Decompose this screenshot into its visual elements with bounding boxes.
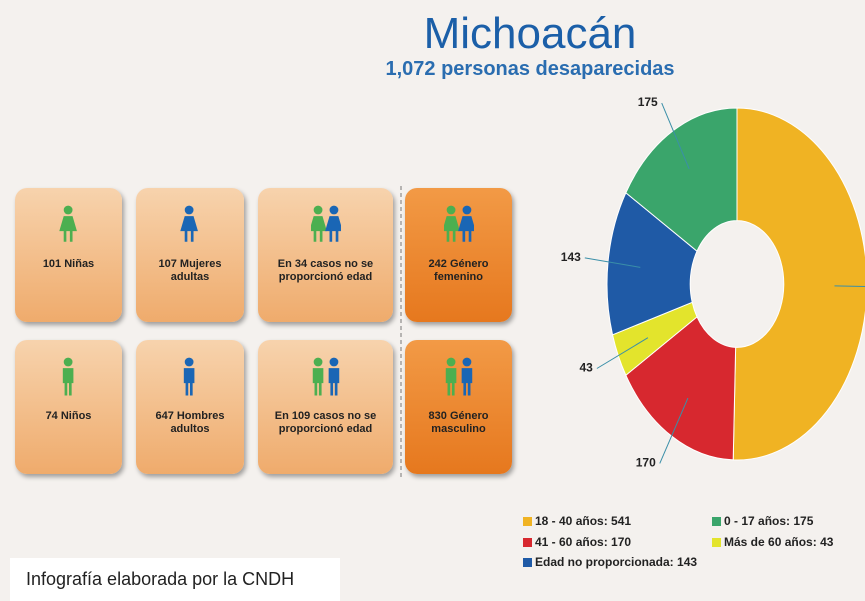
tile: En 109 casos no se proporcionó edad [258,340,393,474]
legend-value: 541 [611,514,631,528]
leader-line [661,102,690,170]
tile-text: 74 Niños [45,410,92,422]
legend-swatch [523,538,532,547]
person-icon [310,205,341,242]
legend-name: 41 - 60 años [535,535,604,549]
leader-line [834,285,865,288]
donut-slice [625,107,738,252]
legend-entry: 0 - 17 años: 175 [724,514,814,528]
donut-slice [625,316,737,461]
person-icon [445,357,472,396]
person-icon [62,357,73,396]
legend-value: 175 [793,514,813,528]
tile: 107 Mujeres adultas [136,188,244,322]
subtitle: 1,072 personas desaparecidas [385,58,675,80]
legend-name: Más de 60 años [724,535,813,549]
tile-text: 830 Género masculino [428,410,489,435]
legend-entry: 41 - 60 años: 170 [535,535,631,549]
leader-line [659,397,689,464]
legend-entry: 18 - 40 años: 541 [535,514,631,528]
tile: 242 Género femenino [405,188,512,322]
donut-slice [732,107,865,461]
data-label: 143 [561,250,581,264]
data-label: 170 [636,456,656,470]
tile-text: 647 Hombres adultos [155,410,225,435]
legend-name: 18 - 40 años [535,514,604,528]
legend-entry: Más de 60 años: 43 [724,535,834,549]
title: Michoacán [423,9,637,58]
tile: 647 Hombres adultos [136,340,244,474]
person-icon [180,205,198,242]
legend-value: 143 [677,555,697,569]
tile-text: En 109 casos no se proporcionó edad [274,410,377,435]
person-icon [58,205,77,242]
legend-name: Edad no proporcionada [535,555,670,569]
legend-value: 43 [820,535,834,549]
legend-name: 0 - 17 años [724,514,786,528]
data-label: 175 [638,95,658,109]
person-icon [312,357,339,396]
data-label: 43 [580,361,594,375]
footer: Infografía elaborada por la CNDH [10,558,340,601]
legend-swatch [712,517,721,526]
tile-text: 101 Niñas [42,258,95,270]
donut-slice [606,191,698,336]
legend-swatch [712,538,721,547]
legend-value: 170 [611,535,631,549]
tile-text: 242 Género femenino [428,258,489,283]
tile: 74 Niños [15,340,122,474]
tile: 101 Niñas [15,188,122,322]
leader-line [596,337,649,369]
legend-swatch [523,517,532,526]
leader-line [584,257,641,268]
tile-text: En 34 casos no se proporcionó edad [277,258,374,283]
person-icon [183,357,195,396]
person-icon [443,205,474,242]
tile-text: 107 Mujeres adultas [158,258,222,283]
tile: 830 Género masculino [405,340,512,474]
legend-swatch [523,558,532,567]
legend-entry: Edad no proporcionada: 143 [535,555,697,569]
tile: En 34 casos no se proporcionó edad [258,188,393,322]
